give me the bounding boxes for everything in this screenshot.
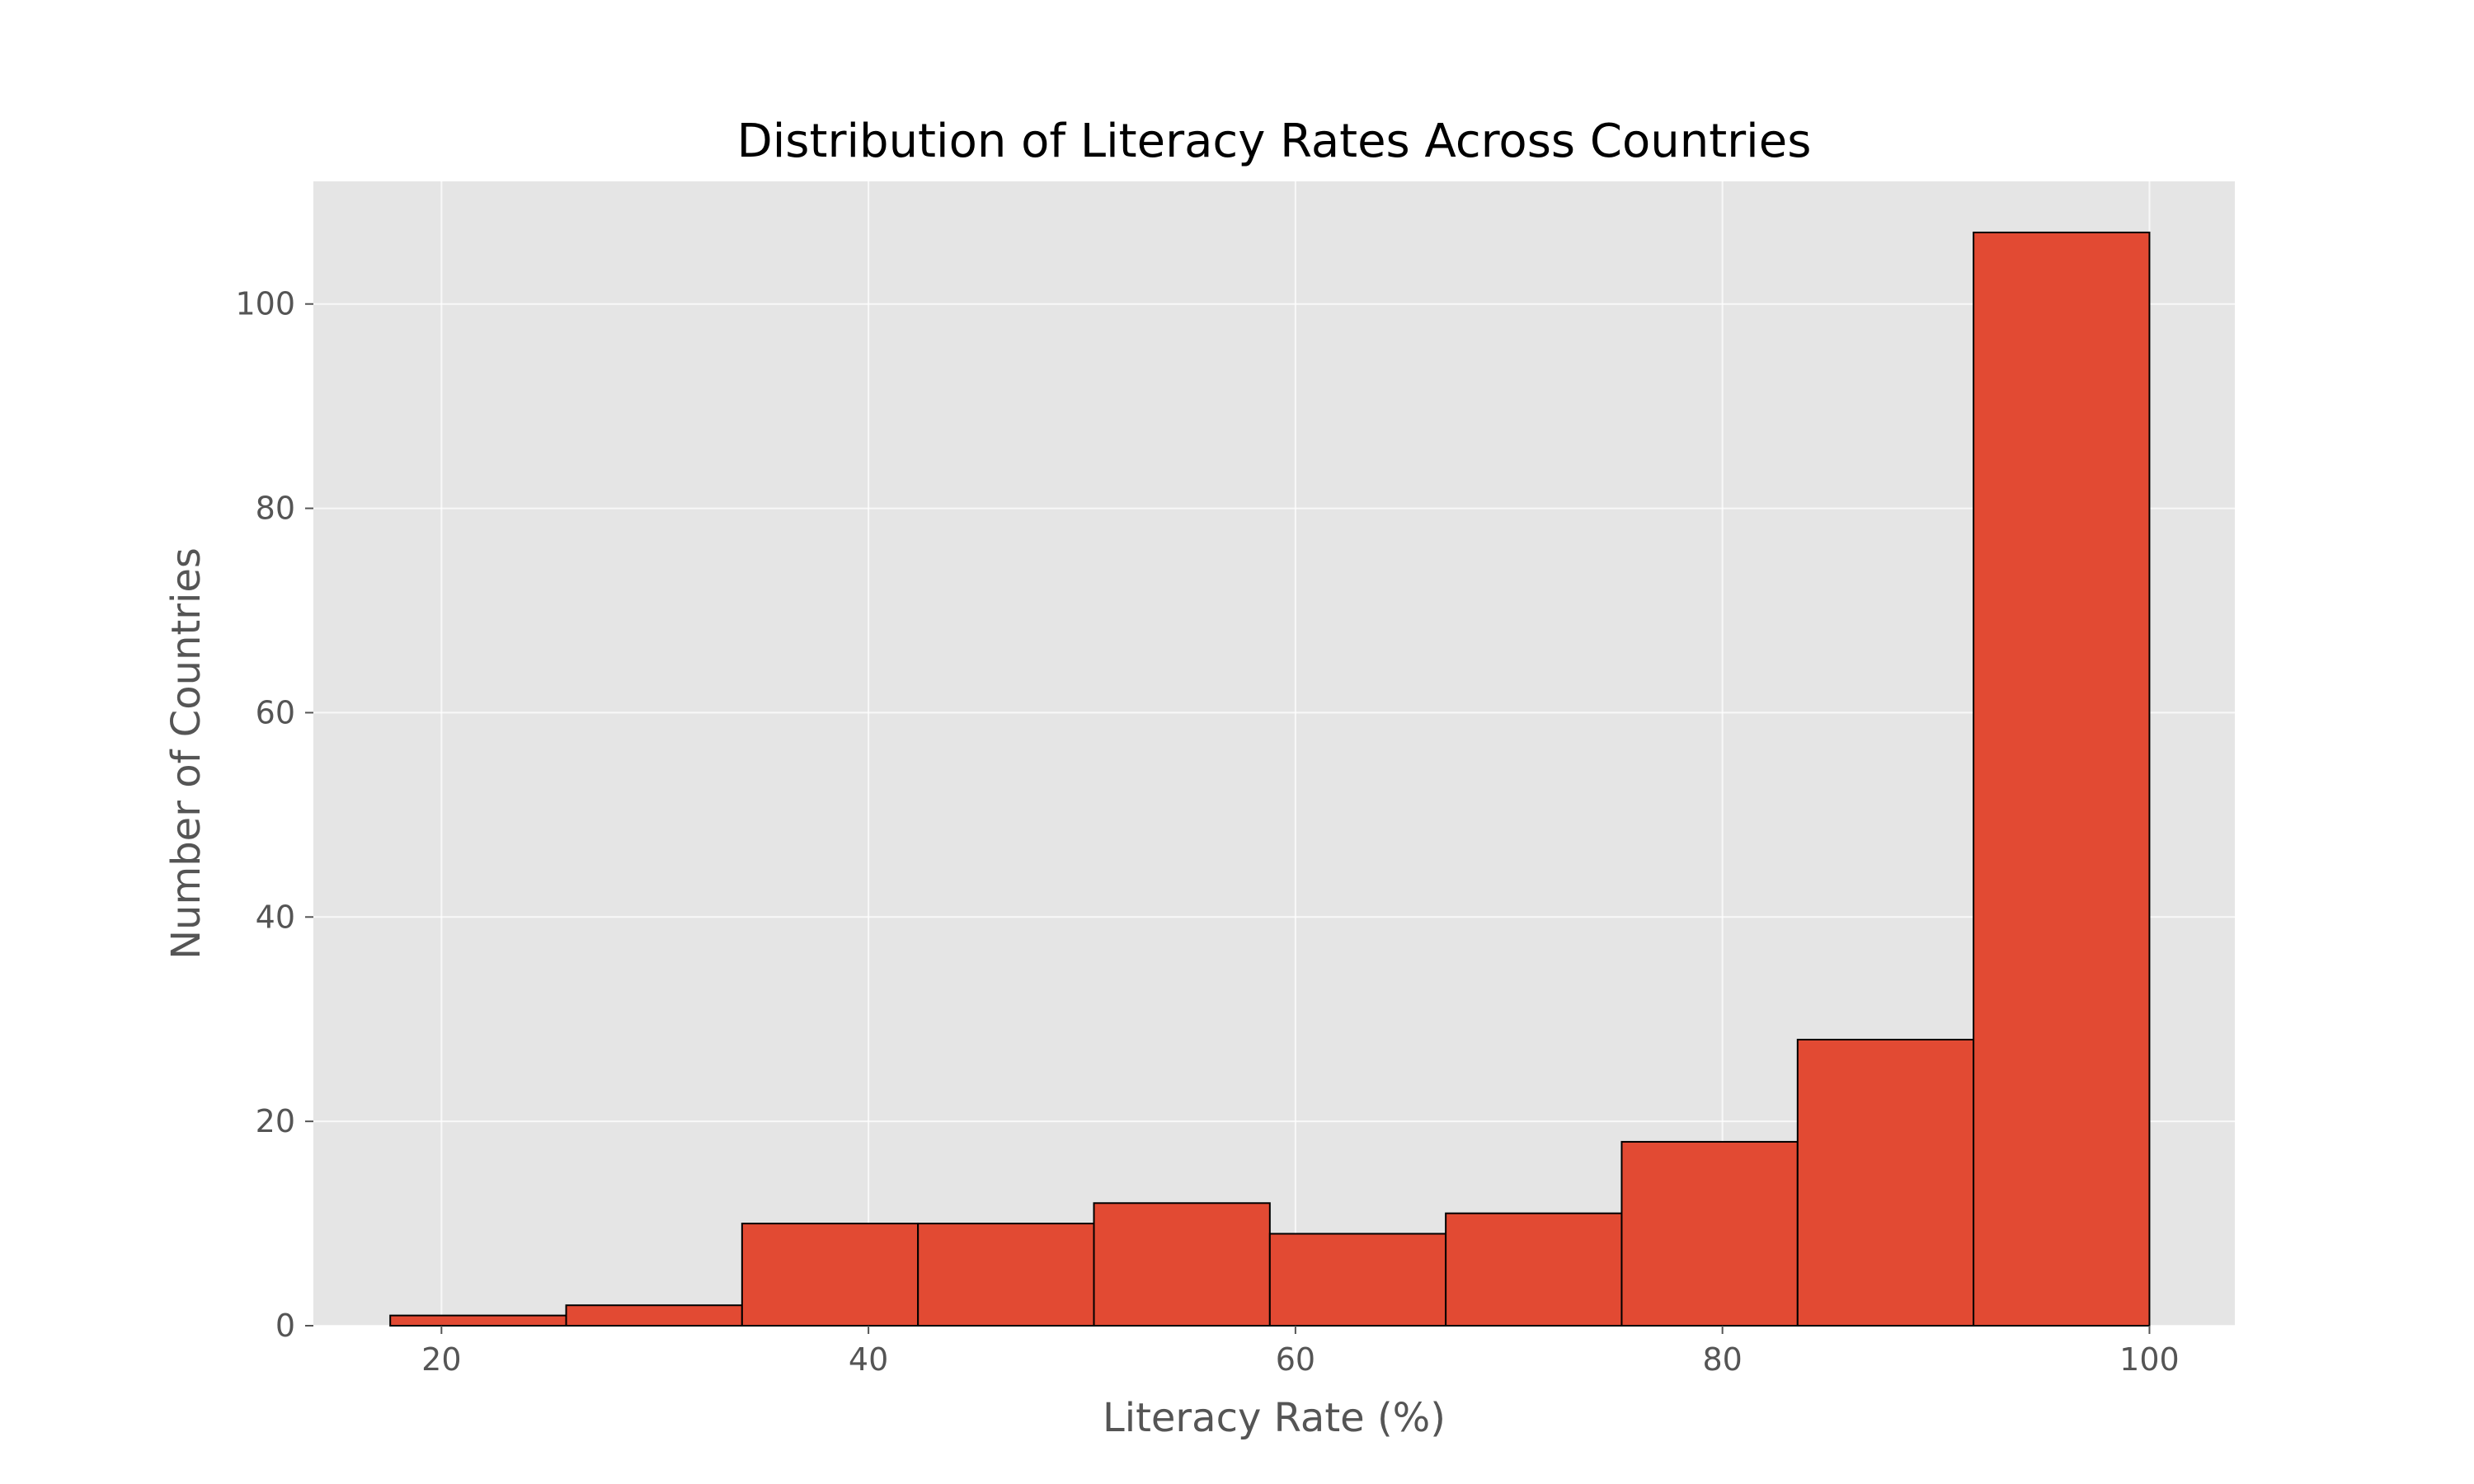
histogram-bar (1620, 1140, 1799, 1327)
histogram-bar (1093, 1202, 1271, 1327)
y-axis-label: Number of Countries (163, 547, 209, 960)
histogram-bar (1445, 1212, 1623, 1327)
y-tick-label: 40 (256, 899, 295, 935)
x-tick-label: 80 (1702, 1341, 1742, 1378)
x-tick-label: 40 (849, 1341, 888, 1378)
histogram-bars (389, 231, 2151, 1327)
x-axis-ticks: 20 40 60 80 100 (421, 1326, 2180, 1378)
x-tick-label: 20 (421, 1341, 461, 1378)
y-tick-label: 80 (256, 491, 295, 527)
histogram-bar (741, 1223, 920, 1327)
x-tick-label: 100 (2119, 1341, 2180, 1378)
x-tick-label: 60 (1276, 1341, 1315, 1378)
histogram-bar (1973, 231, 2151, 1327)
y-tick-label: 20 (256, 1103, 295, 1139)
y-tick-label: 0 (275, 1308, 295, 1344)
x-axis-label: Literacy Rate (%) (1103, 1395, 1446, 1441)
y-tick-label: 100 (235, 286, 295, 322)
histogram-bar (565, 1304, 743, 1327)
chart-title: Distribution of Literacy Rates Across Co… (737, 115, 1812, 168)
histogram-bar (1268, 1233, 1447, 1327)
y-axis-ticks: 0 20 40 60 80 100 (235, 286, 313, 1344)
y-tick-label: 60 (256, 694, 295, 730)
histogram-bar (1796, 1039, 1975, 1327)
histogram-bar (389, 1314, 567, 1327)
histogram-bar (917, 1223, 1095, 1327)
